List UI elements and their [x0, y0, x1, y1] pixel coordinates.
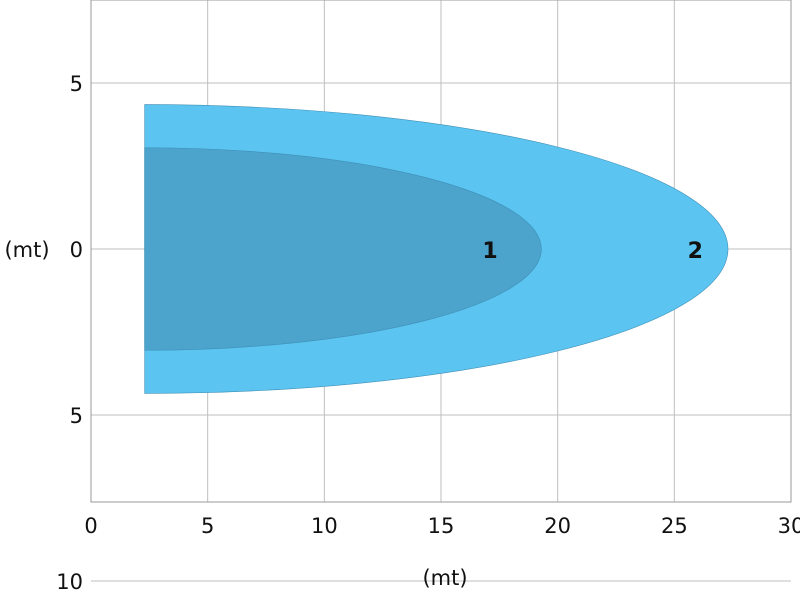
y-tick-label: 10	[56, 570, 83, 594]
y-tick-label: 0	[70, 238, 83, 262]
x-tick-label: 30	[778, 514, 800, 538]
x-tick-label: 5	[201, 514, 214, 538]
zone-2-label: 2	[688, 239, 703, 264]
x-tick-label: 15	[428, 514, 455, 538]
x-tick-label: 20	[544, 514, 571, 538]
zone-1-label: 1	[482, 239, 497, 264]
tick-labels: 0510152025301050510	[56, 72, 800, 594]
plot-frame	[90, 0, 792, 503]
y-tick-label: 5	[70, 72, 83, 96]
x-tick-label: 0	[84, 514, 97, 538]
y-axis-label: (mt)	[4, 238, 49, 262]
x-tick-label: 25	[661, 514, 688, 538]
zone-1-area	[144, 147, 542, 351]
y-tick-label: 5	[70, 404, 83, 428]
x-axis-label: (mt)	[422, 566, 467, 590]
x-tick-label: 10	[311, 514, 338, 538]
beam-zones	[144, 104, 729, 394]
